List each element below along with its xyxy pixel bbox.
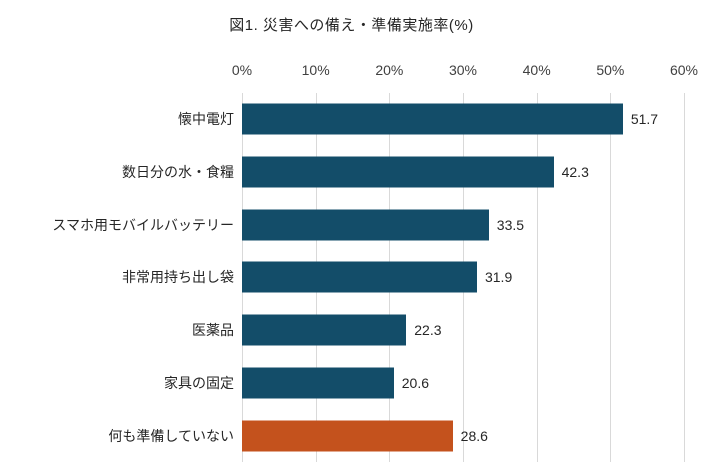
category-label: 数日分の水・食糧 bbox=[122, 164, 234, 181]
bar-row: 家具の固定 20.6 bbox=[164, 357, 684, 410]
bar bbox=[242, 103, 623, 135]
axis-tick-label: 40% bbox=[522, 62, 551, 78]
plot-area: 懐中電灯 51.7 数日分の水・食糧 42.3 スマホ用モバイルバッテリー 33.5 非常用… bbox=[52, 93, 685, 462]
chart-title: 図1. 災害への備え・準備実施率(%) bbox=[229, 17, 474, 34]
bar-value-label: 31.9 bbox=[484, 269, 513, 286]
gridline bbox=[536, 93, 538, 462]
axis-tick-label: 20% bbox=[375, 62, 404, 78]
bar bbox=[242, 156, 554, 188]
bar-value-label: 22.3 bbox=[414, 322, 442, 339]
bar-row: 数日分の水・食糧 42.3 bbox=[122, 146, 684, 199]
bar-value-label: 33.5 bbox=[496, 216, 525, 233]
gridline bbox=[610, 93, 612, 462]
bar bbox=[242, 261, 477, 293]
bar-value-label: 28.6 bbox=[460, 427, 488, 444]
gridline bbox=[684, 93, 685, 462]
bar bbox=[242, 420, 453, 452]
axis-tick-label: 0% bbox=[231, 62, 253, 78]
bar bbox=[242, 209, 489, 241]
axis-tick-label: 50% bbox=[596, 62, 625, 78]
bar-row: 非常用持ち出し袋 31.9 bbox=[122, 251, 684, 304]
bar bbox=[242, 314, 407, 346]
bar-value-label: 20.6 bbox=[401, 374, 429, 391]
category-label: 非常用持ち出し袋 bbox=[122, 269, 234, 286]
x-axis: 0% 10% 20% 30% 40% 50% 60% bbox=[232, 62, 698, 86]
category-label: 何も準備していない bbox=[108, 427, 234, 444]
category-label: 家具の固定 bbox=[164, 374, 234, 391]
bar-row: 何も準備していない 28.6 bbox=[108, 409, 684, 462]
bar-row: 医薬品 22.3 bbox=[192, 304, 684, 357]
bar-row: スマホ用モバイルバッテリー 33.5 bbox=[52, 198, 684, 251]
bar-row: 懐中電灯 51.7 bbox=[178, 93, 684, 146]
category-label: スマホ用モバイルバッテリー bbox=[52, 216, 234, 233]
axis-tick-label: 60% bbox=[669, 62, 699, 78]
bar bbox=[242, 367, 394, 399]
axis-tick-label: 10% bbox=[301, 62, 330, 78]
category-label: 懐中電灯 bbox=[178, 111, 234, 128]
bar-value-label: 42.3 bbox=[561, 164, 589, 181]
bar-value-label: 51.7 bbox=[630, 111, 659, 128]
category-label: 医薬品 bbox=[192, 322, 234, 339]
axis-tick-label: 30% bbox=[448, 62, 478, 78]
